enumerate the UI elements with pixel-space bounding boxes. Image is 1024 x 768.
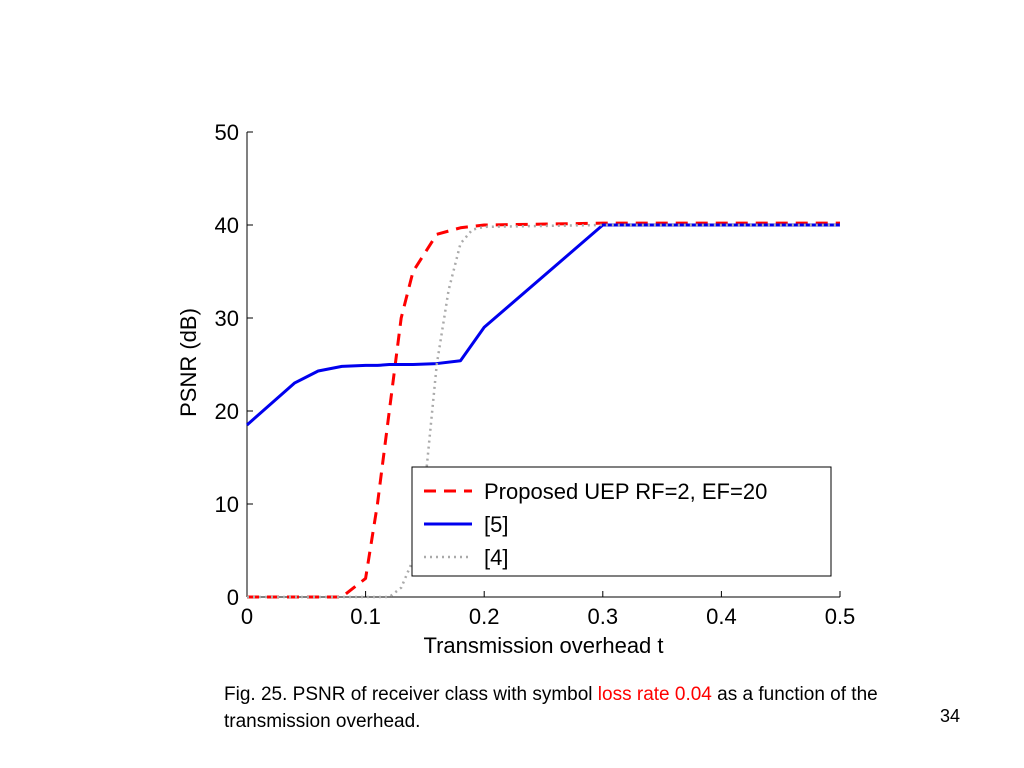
chart-series bbox=[246, 221, 840, 599]
y-tick-label: 0 bbox=[227, 585, 239, 610]
legend-label-1: [5] bbox=[484, 512, 508, 537]
psnr-chart: 0 0.1 0.2 0.3 0.4 0.5 0 10 20 30 40 50 Transmission … bbox=[176, 120, 855, 658]
page-number: 34 bbox=[940, 706, 961, 726]
y-axis-label: PSNR (dB) bbox=[176, 308, 201, 417]
y-tick-label: 50 bbox=[215, 120, 239, 145]
y-tick-label: 10 bbox=[215, 492, 239, 517]
caption-text-start: Fig. 25. PSNR of receiver class with sym… bbox=[224, 684, 598, 705]
caption-highlight: loss rate 0.04 bbox=[597, 684, 712, 705]
y-tick-label: 30 bbox=[215, 306, 239, 331]
x-axis-label: Transmission overhead t bbox=[423, 633, 663, 658]
x-tick-label: 0 bbox=[241, 604, 253, 629]
y-tick-label: 20 bbox=[215, 399, 239, 424]
x-tick-label: 0.1 bbox=[350, 604, 381, 629]
series-line-1 bbox=[246, 223, 840, 427]
legend-label-2: [4] bbox=[484, 545, 508, 570]
x-tick-label: 0.2 bbox=[469, 604, 500, 629]
chart-axes: 0 0.1 0.2 0.3 0.4 0.5 0 10 20 30 40 50 Transmission … bbox=[176, 120, 855, 658]
series-line-2 bbox=[247, 223, 840, 599]
y-tick-label: 40 bbox=[215, 213, 239, 238]
series-line-0 bbox=[247, 221, 840, 599]
caption-text-end: as a function of the transmission overhe… bbox=[224, 684, 878, 732]
legend-label-0: Proposed UEP RF=2, EF=20 bbox=[484, 479, 767, 504]
x-tick-label: 0.4 bbox=[706, 604, 737, 629]
figure-caption: Fig. 25. PSNR of receiver class with sym… bbox=[224, 681, 884, 735]
x-tick-label: 0.5 bbox=[825, 604, 856, 629]
legend-box bbox=[411, 466, 832, 577]
chart-legend: Proposed UEP RF=2, EF=20 [5] [4] bbox=[411, 466, 832, 577]
x-tick-label: 0.3 bbox=[588, 604, 619, 629]
